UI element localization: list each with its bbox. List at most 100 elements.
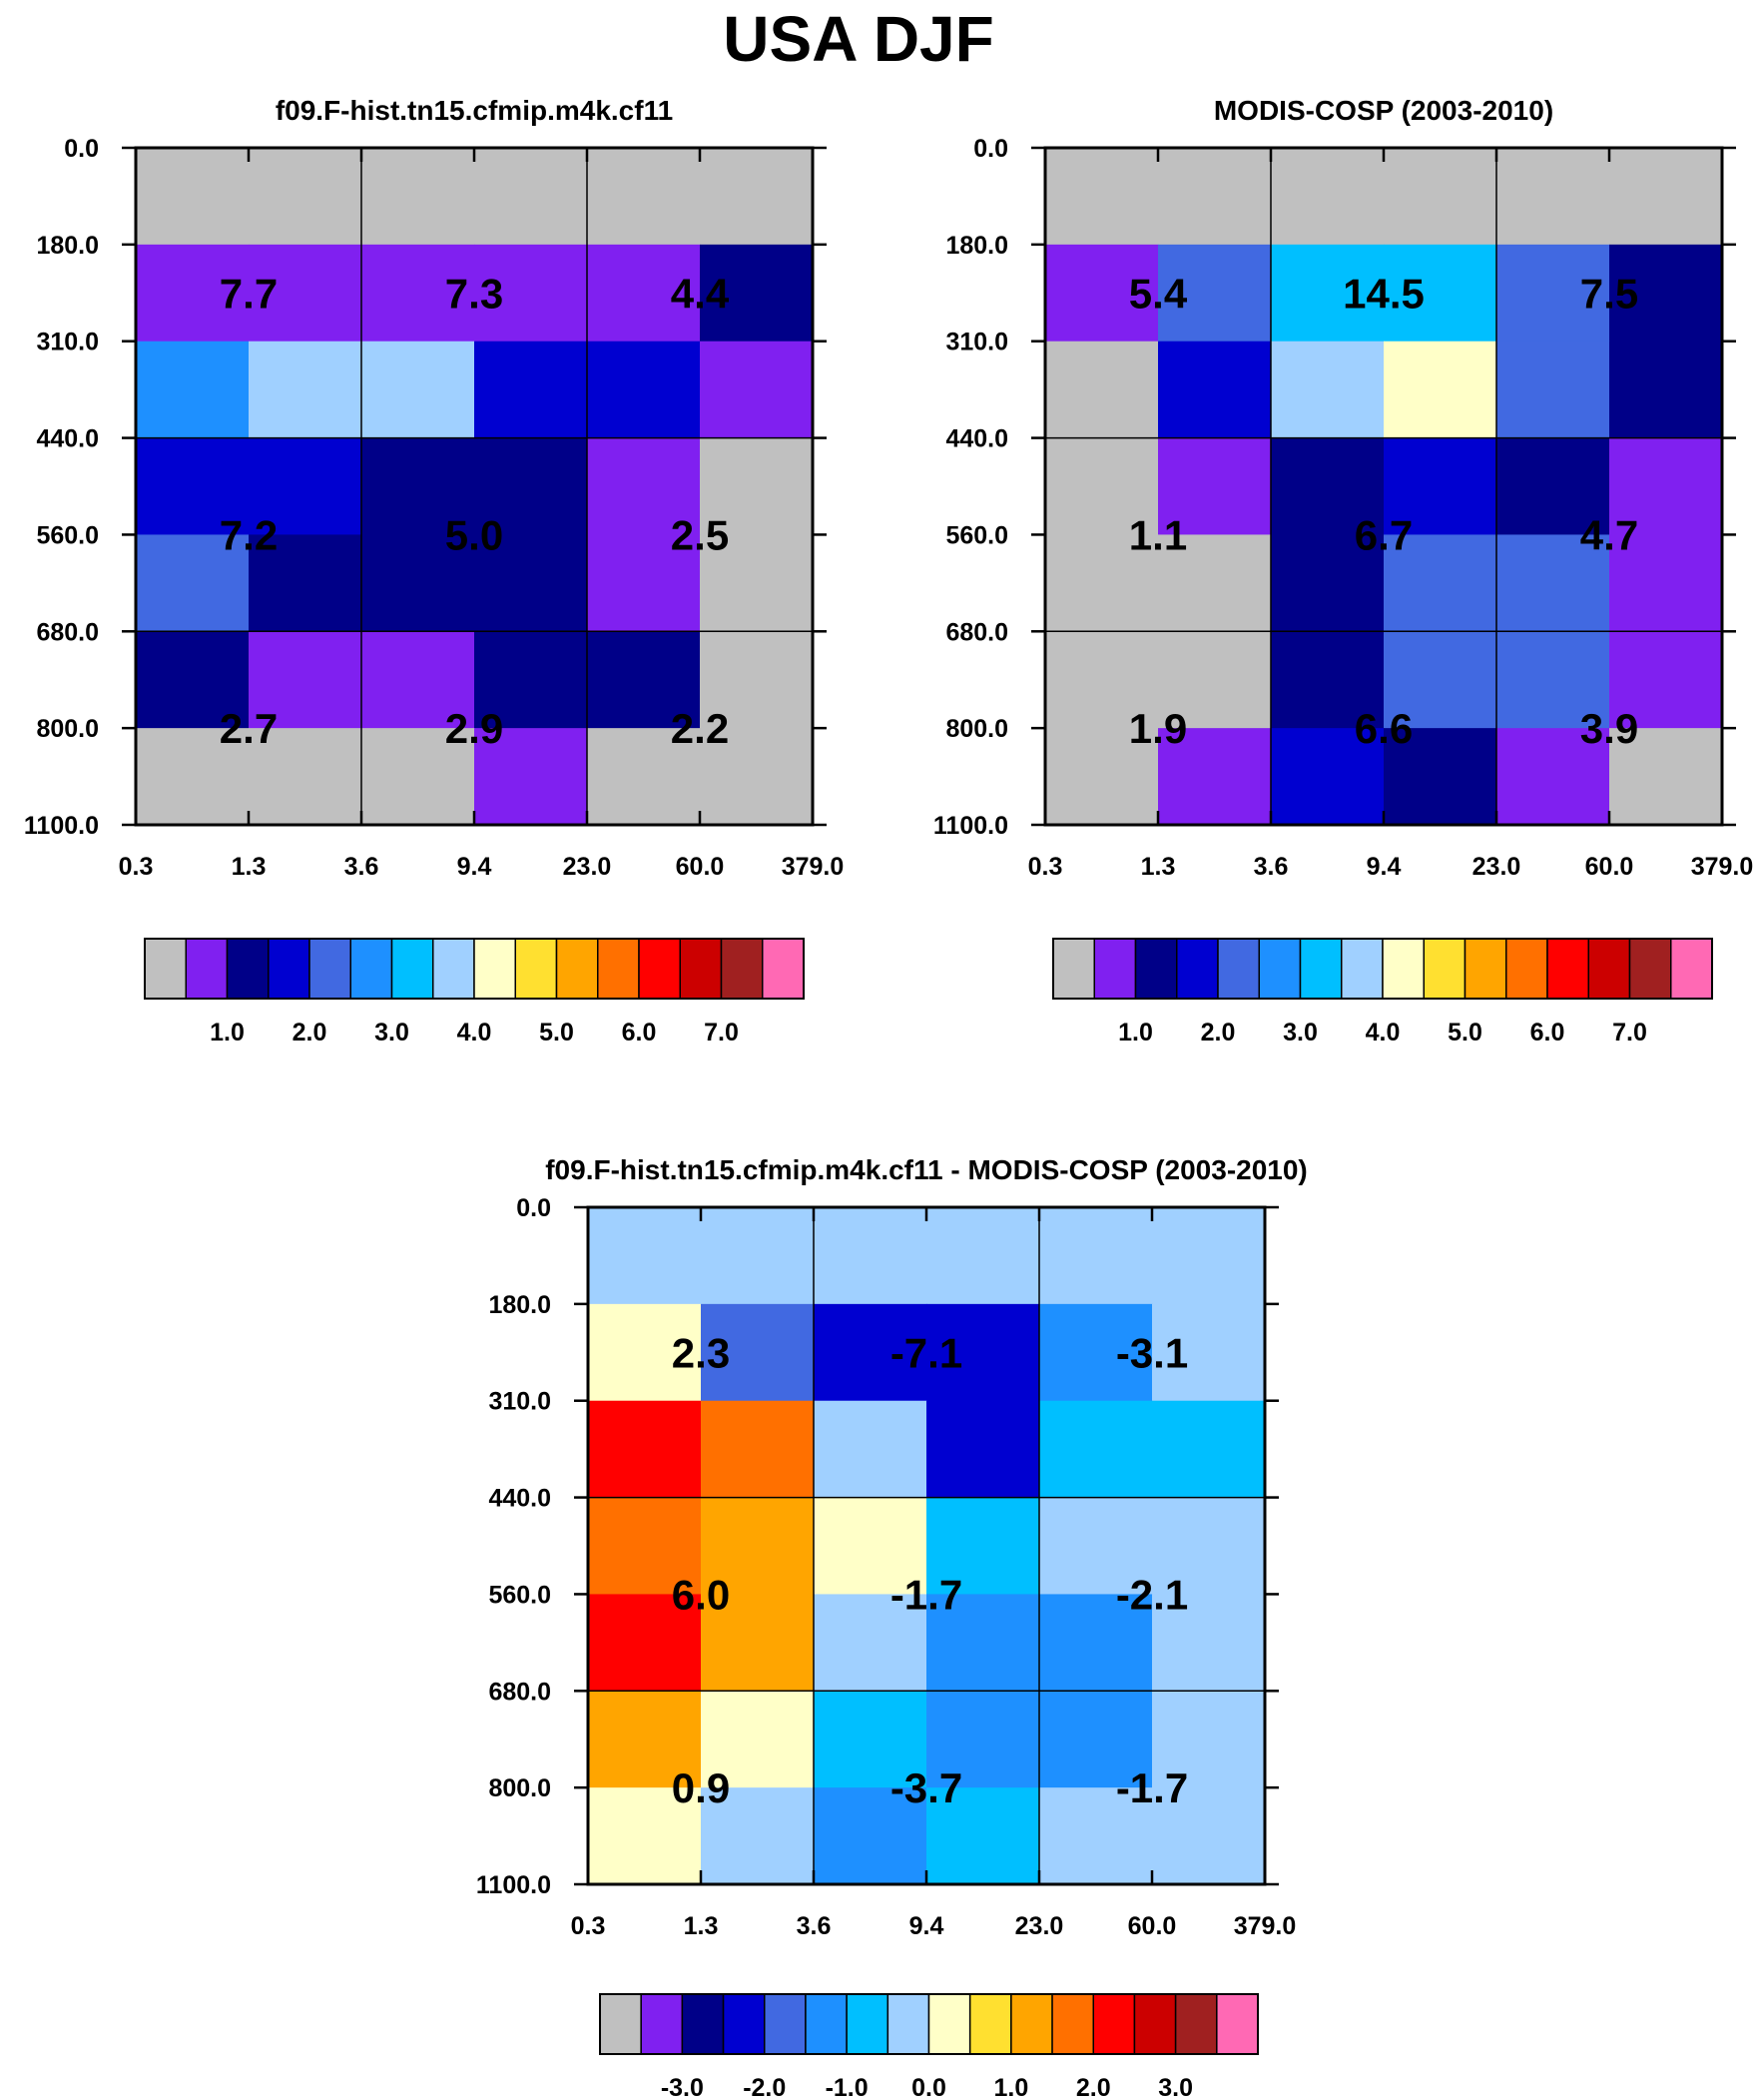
cell-value-label: 4.4: [671, 270, 730, 317]
heatmap-cell: [814, 1497, 927, 1595]
colorbar-box: [762, 938, 805, 1000]
x-tick-label: 1.3: [1141, 853, 1176, 881]
heatmap-cell: [136, 341, 250, 439]
heatmap-cell: [700, 437, 814, 535]
cell-value-label: 6.6: [1355, 705, 1413, 752]
colorbar-box: [1587, 938, 1631, 1000]
colorbar-box: [1010, 1993, 1053, 2055]
heatmap-cell: [1271, 728, 1385, 826]
heatmap-cell: [361, 341, 475, 439]
colorbar-box: [1134, 938, 1178, 1000]
heatmap-cell: [1496, 631, 1610, 729]
heatmap-cell: [1045, 631, 1159, 729]
heatmap-cell: [814, 1207, 927, 1305]
heatmap-cell: [1039, 1787, 1153, 1885]
heatmap-cell: [474, 534, 588, 632]
heatmap-cell: [1384, 437, 1497, 535]
x-tick-label: 60.0: [676, 853, 725, 881]
y-tick-label: 440.0: [36, 425, 99, 453]
colorbar-box: [1505, 938, 1548, 1000]
heatmap-cell: [1045, 148, 1159, 246]
cell-value-label: 7.5: [1580, 270, 1638, 317]
heatmap-cell: [926, 1207, 1040, 1305]
heatmap-cell: [1158, 148, 1272, 246]
heatmap-cell: [1609, 631, 1723, 729]
heatmap-cell: [814, 1787, 927, 1885]
colorbar-box: [1382, 938, 1425, 1000]
heatmap-cell: [361, 631, 475, 729]
colorbar-box: [805, 1993, 848, 2055]
heatmap-cell: [1609, 341, 1723, 439]
heatmap-cell: [701, 1400, 815, 1499]
x-tick-label: 23.0: [1472, 853, 1521, 881]
x-tick-label: 23.0: [1015, 1912, 1064, 1940]
colorbar-box: [1133, 1993, 1177, 2055]
x-tick-label: 9.4: [1367, 853, 1402, 881]
heatmap-cell: [1045, 728, 1159, 826]
heatmap-cell: [1045, 534, 1159, 632]
cell-value-label: 4.7: [1580, 511, 1638, 558]
cell-value-label: -7.1: [890, 1329, 962, 1376]
heatmap-cell: [1158, 534, 1272, 632]
colorbar-tick-label: 0.0: [911, 2074, 946, 2100]
y-tick-label: 180.0: [36, 232, 99, 260]
heatmap-cell: [1496, 244, 1610, 343]
heatmap-cell: [474, 437, 588, 535]
heatmap-cell: [1496, 341, 1610, 439]
heatmap-cell: [1609, 244, 1723, 343]
colorbar-frame: [1052, 938, 1713, 1000]
y-tick-label: 680.0: [488, 1678, 551, 1706]
colorbar-box: [1174, 1993, 1218, 2055]
heatmap-cell: [1152, 1400, 1266, 1499]
heatmap-cell: [588, 1400, 702, 1499]
y-tick-label: 180.0: [945, 232, 1008, 260]
cell-value-label: 7.7: [220, 270, 278, 317]
colorbar-box: [473, 938, 516, 1000]
x-tick-label: 0.3: [1028, 853, 1063, 881]
heatmap-cell: [587, 244, 701, 343]
y-tick-label: 0.0: [516, 1194, 551, 1222]
colorbar-box: [390, 938, 434, 1000]
panel-title: f09.F-hist.tn15.cfmip.m4k.cf11 - MODIS-C…: [545, 1154, 1308, 1185]
heatmap-cell: [1384, 341, 1497, 439]
cell-value-label: 7.3: [445, 270, 503, 317]
colorbar-box: [597, 938, 640, 1000]
heatmap-cell: [249, 728, 362, 826]
colorbar-box: [1258, 938, 1302, 1000]
heatmap-cell: [474, 728, 588, 826]
heatmap-cell: [249, 534, 362, 632]
cell-value-label: 2.5: [671, 511, 729, 558]
heatmap-cell: [1609, 534, 1723, 632]
y-tick-label: 440.0: [945, 425, 1008, 453]
heatmap-cell: [136, 244, 250, 343]
heatmap-cell: [926, 1594, 1040, 1692]
y-tick-label: 440.0: [488, 1485, 551, 1513]
colorbar: 1.0 2.0 3.0 4.0 5.0 6.0 7.0: [1052, 938, 1713, 1047]
x-tick-label: 379.0: [782, 853, 845, 881]
x-tick-label: 9.4: [457, 853, 492, 881]
colorbar-tick-label: 3.0: [374, 1019, 409, 1047]
heatmap-cell: [587, 534, 701, 632]
colorbar-box: [185, 938, 229, 1000]
heatmap-cell: [1039, 1400, 1153, 1499]
heatmap-cell: [361, 728, 475, 826]
heatmap-cell: [1152, 1303, 1266, 1402]
panel-2: 0.3 1.3 3.6 9.4 23.0 60.0 379.0 0.0 180.0 310.0 44…: [933, 95, 1753, 1047]
colorbar-box: [927, 1993, 971, 2055]
y-tick-label: 680.0: [945, 618, 1008, 646]
cell-value-label: 2.2: [671, 705, 729, 752]
colorbar-tick-label: 7.0: [1612, 1019, 1647, 1047]
colorbar-box: [1341, 938, 1384, 1000]
heatmap-cell: [474, 148, 588, 246]
heatmap-cell: [1384, 728, 1497, 826]
heatmap-cell: [361, 148, 475, 246]
heatmap-cell: [588, 1303, 702, 1402]
heatmap-cell: [1039, 1594, 1153, 1692]
heatmap-cell: [587, 341, 701, 439]
colorbar-tick-label: 1.0: [993, 2074, 1028, 2100]
colorbar-box: [432, 938, 475, 1000]
colorbar-box: [308, 938, 351, 1000]
x-tick-label: 23.0: [563, 853, 612, 881]
heatmap-cell: [1384, 244, 1497, 343]
colorbar-box: [968, 1993, 1012, 2055]
